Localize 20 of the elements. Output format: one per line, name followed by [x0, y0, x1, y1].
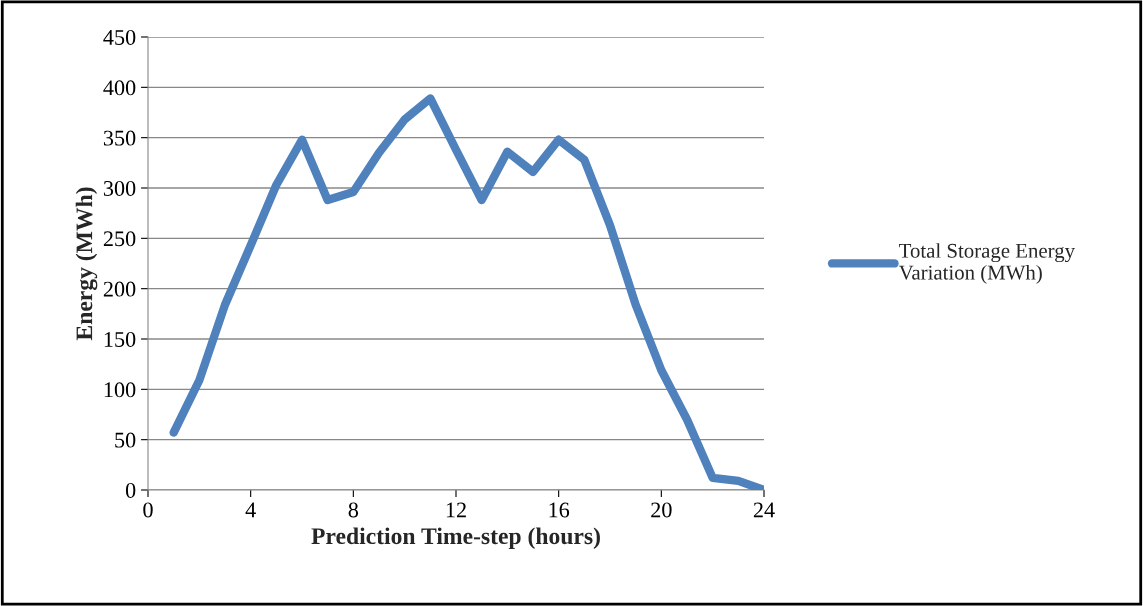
y-tick-label: 250: [103, 231, 136, 247]
legend-label: Total Storage Energy Variation (MWh): [898, 243, 1075, 284]
x-tick-label: 4: [245, 502, 256, 518]
y-tick-label: 450: [103, 29, 136, 45]
y-axis-title: Energy (MWh): [75, 187, 98, 341]
y-tick-label: 200: [103, 281, 136, 297]
x-tick-label: 8: [348, 502, 359, 518]
x-tick-label: 16: [549, 502, 570, 518]
x-tick-label: 0: [143, 502, 153, 518]
x-tick-label: 12: [446, 502, 466, 518]
y-tick-label: 100: [104, 382, 136, 398]
y-tick-label: 400: [103, 80, 136, 96]
y-tick-label: 50: [115, 432, 136, 448]
y-tick-label: 150: [104, 331, 136, 347]
x-tick-label: 20: [651, 502, 672, 518]
y-tick-label: 300: [103, 180, 136, 196]
x-tick-label: 24: [753, 502, 775, 518]
y-tick-label: 350: [103, 130, 136, 146]
y-tick-label: 0: [125, 482, 136, 498]
x-axis-title: Prediction Time-step (hours): [311, 527, 600, 549]
